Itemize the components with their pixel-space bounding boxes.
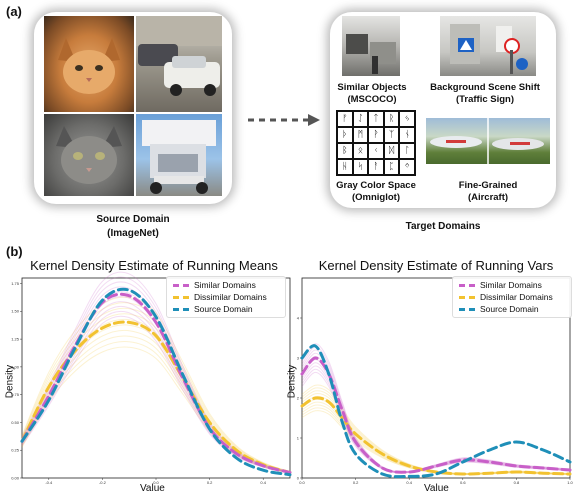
chart1-y-tick-label: 0.50 — [11, 420, 20, 425]
chart2-title: Kernel Density Estimate of Running Vars — [318, 258, 554, 273]
chart2-legend: Similar Domains Dissimilar Domains Sourc… — [452, 276, 572, 318]
omniglot-glyph: ᛈ — [384, 160, 399, 174]
omniglot-glyph: ᛃ — [400, 112, 414, 126]
omniglot-glyph: ᛞ — [384, 144, 399, 158]
omniglot-glyph: ᚦ — [338, 128, 352, 142]
fine-grained-label: Fine-Grained — [458, 180, 518, 191]
omniglot-glyph: ᚨ — [369, 160, 383, 174]
chart1-faint-curve — [21, 315, 291, 474]
chart1-y-tick-label: 0.75 — [11, 392, 20, 397]
chart1-legend: Similar Domains Dissimilar Domains Sourc… — [166, 276, 286, 318]
omniglot-glyph: ᚱ — [384, 112, 399, 126]
chart2-x-tick-label: 0.8 — [514, 480, 520, 485]
source-domain-card — [34, 12, 232, 204]
chart2-y-tick-label: 4 — [297, 315, 300, 320]
chart1-x-tick-label: -0.4 — [45, 480, 53, 485]
chart2-ylabel: Density — [286, 364, 298, 399]
omniglot-glyph: ᚾ — [400, 128, 414, 142]
chart2-x-tick-label: 0.6 — [460, 480, 466, 485]
chart2-x-tick-label: 0.4 — [406, 480, 412, 485]
omniglot-glyph: ᛒ — [338, 144, 352, 158]
chart1-y-tick-label: 1.00 — [11, 364, 20, 369]
chart2-legend-source: Source Domain — [459, 304, 539, 315]
chart2-series-dissimilar-domains — [300, 396, 572, 476]
chart1-legend-source: Source Domain — [173, 304, 253, 315]
chart1-legend-similar: Similar Domains — [173, 280, 256, 291]
omniglot-label: (Omniglot) — [351, 192, 400, 203]
chart1-x-tick-label: 0.2 — [207, 480, 213, 485]
chart2-x-tick-label: 1.0 — [567, 480, 573, 485]
similar-objects-label: Similar Objects — [337, 82, 407, 93]
imagenet-orange-cat-image — [44, 16, 134, 112]
chart2-y-tick-label: 0 — [297, 475, 300, 480]
aircraft-icon — [430, 118, 544, 164]
omniglot-glyph: ᚹ — [369, 128, 383, 142]
chart2-xlabel: Value — [424, 483, 449, 494]
chart2-y-tick-label: 3 — [297, 355, 300, 360]
chart1-x-tick-label: 0.4 — [260, 480, 266, 485]
omniglot-glyph: ᛇ — [353, 112, 368, 126]
chart1-xlabel: Value — [140, 483, 165, 494]
mscoco-scene-icon — [346, 34, 396, 74]
traffic-sign-image — [440, 16, 536, 76]
omniglot-glyph: ᛏ — [369, 112, 383, 126]
panel-a-label: (a) — [6, 4, 22, 19]
imagenet-cars-image — [136, 16, 222, 112]
aircraft-image — [426, 118, 550, 164]
panel-b-label: (b) — [6, 244, 23, 259]
imagenet-tabby-cat-image — [44, 114, 134, 196]
chart2-y-tick-label: 2 — [297, 395, 300, 400]
orange-cat-face-icon — [58, 38, 120, 94]
chart2-x-tick-label: 0.2 — [353, 480, 359, 485]
target-domains-caption: Target Domains — [405, 221, 481, 232]
chart1-legend-dissimilar: Dissimilar Domains — [173, 292, 267, 303]
mscoco-label: (MSCOCO) — [347, 94, 397, 105]
traffic-sign-label: (Traffic Sign) — [455, 94, 515, 105]
omniglot-glyph: ᛜ — [400, 160, 414, 174]
omniglot-glyph: ᛚ — [400, 144, 414, 158]
aircraft-label: (Aircraft) — [467, 192, 509, 203]
chart1-y-tick-label: 1.25 — [11, 337, 20, 342]
chart1-series-similar-domains — [20, 292, 292, 474]
source-caption-line1: Source Domain — [96, 214, 170, 225]
chart1-y-tick-label: 0.25 — [11, 448, 20, 453]
chart1-y-tick-label: 1.50 — [11, 309, 20, 314]
chart2-series-source-domain — [300, 344, 572, 479]
omniglot-glyph: ᛋ — [353, 160, 368, 174]
traffic-sign-icon — [450, 24, 528, 74]
chart1-faint-curve — [21, 296, 291, 473]
tabby-cat-face-icon — [56, 126, 122, 184]
omniglot-glyph: ᛗ — [353, 128, 368, 142]
omniglot-glyph: ᛟ — [353, 144, 368, 158]
chart2-legend-dissimilar: Dissimilar Domains — [459, 292, 553, 303]
chart1-y-tick-label: 0.00 — [11, 475, 20, 480]
chart1-title: Kernel Density Estimate of Running Means — [30, 258, 278, 273]
mscoco-image — [342, 16, 400, 76]
cars-icon — [136, 16, 222, 96]
source-caption-line2: (ImageNet) — [107, 228, 159, 239]
gray-color-space-label: Gray Color Space — [336, 180, 416, 191]
dashed-arrow-icon — [248, 114, 320, 126]
background-scene-shift-label: Background Scene Shift — [430, 82, 540, 93]
chart2-legend-similar: Similar Domains — [459, 280, 542, 291]
omniglot-glyph: ᚲ — [369, 144, 383, 158]
truck-icon — [142, 120, 216, 194]
imagenet-truck-image — [136, 114, 222, 196]
chart2-y-tick-label: 1 — [297, 435, 300, 440]
omniglot-glyph: ᛉ — [384, 128, 399, 142]
target-domains-card: Similar Objects (MSCOCO) Background Scen… — [330, 12, 556, 208]
chart1-series-source-domain — [20, 287, 292, 477]
omniglot-glyph: ᚺ — [338, 160, 352, 174]
chart1-y-tick-label: 1.75 — [11, 281, 20, 286]
chart1-x-tick-label: -0.2 — [99, 480, 107, 485]
chart2-x-tick-label: 0.0 — [299, 480, 305, 485]
chart1-x-tick-label: 0.0 — [153, 480, 159, 485]
omniglot-glyph: ᚠ — [338, 112, 352, 126]
